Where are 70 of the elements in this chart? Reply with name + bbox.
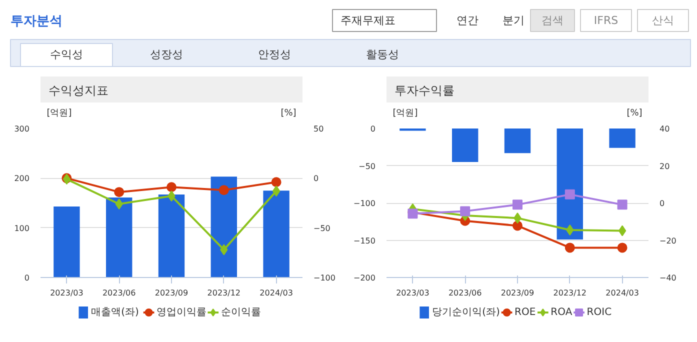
legend-label: 순이익률 [220,307,261,318]
y-axis-title: [억원] [46,108,72,118]
y-tick-label: 300 [14,124,30,134]
legend-label: 매출액(좌) [91,307,140,318]
x-tick-label: 2023/09 [500,288,534,298]
bar [106,198,132,278]
text: 분기 [502,14,524,27]
bar [210,176,237,278]
text: 검색 [542,14,564,27]
y2-axis-title: [%] [626,108,642,118]
text: IFRS [594,14,618,27]
text: 성장성 [150,48,183,61]
point [564,189,575,200]
text: 연간 [456,14,478,27]
text: 주재무제표 [340,14,396,27]
point [617,242,628,253]
point [114,187,124,198]
x-tick-label: 2023/03 [396,288,430,298]
point [218,185,229,196]
y2-axis-title: [%] [280,108,296,118]
y-tick-label: 100 [14,224,30,233]
text: 산식 [652,14,674,27]
chart-title: 투자수익률 [394,84,454,98]
y2-tick-label: −40 [660,274,676,282]
y2-tick-label: 20 [660,162,670,171]
text: 수익성 [50,48,83,61]
text: 안정성 [258,48,291,61]
point [272,186,280,197]
bar [263,190,290,278]
x-tick-label: 2024/03 [606,288,639,298]
y2-tick-label: −50 [314,224,330,233]
y2-tick-label: 50 [314,124,324,134]
point [617,200,628,210]
legend-label: ROE [514,307,536,318]
x-tick-label: 2023/12 [553,288,587,298]
x-tick-label: 2023/12 [207,288,241,298]
x-tick-label: 2023/06 [448,288,482,298]
bar [54,206,80,278]
chart-title: 수익성지표 [48,84,108,98]
point [166,182,176,192]
legend-label: 당기순이익(좌) [432,307,500,318]
y-tick-label: 200 [14,174,30,184]
legend-label: 영업이익률 [156,307,207,318]
text: 투자분석 [10,14,62,29]
y2-tick-label: 40 [660,124,670,134]
y2-tick-label: 0 [660,199,665,208]
y-axis-title: [억원] [392,108,418,118]
x-tick-label: 2023/03 [50,288,84,298]
y-tick-label: −200 [354,274,376,282]
x-tick-label: 2024/03 [260,288,293,298]
legend-label: ROIC [586,307,612,318]
point [460,206,470,216]
y-tick-label: −100 [354,199,376,208]
point [512,220,522,231]
point [512,200,522,210]
point [564,242,575,253]
point [618,225,626,236]
x-tick-label: 2023/09 [154,288,188,298]
y-tick-label: −150 [354,236,376,246]
y-tick-label: 0 [370,124,376,134]
text: 활동성 [366,48,399,61]
legend-label: ROA [550,307,572,318]
y-tick-label: −50 [358,162,376,171]
y2-tick-label: 0 [314,174,319,184]
y2-tick-label: −100 [314,274,336,282]
x-tick-label: 2023/06 [102,288,136,298]
y2-tick-label: −20 [660,236,676,246]
bar [158,194,185,278]
y-tick-label: 0 [24,274,30,282]
point [271,177,282,188]
